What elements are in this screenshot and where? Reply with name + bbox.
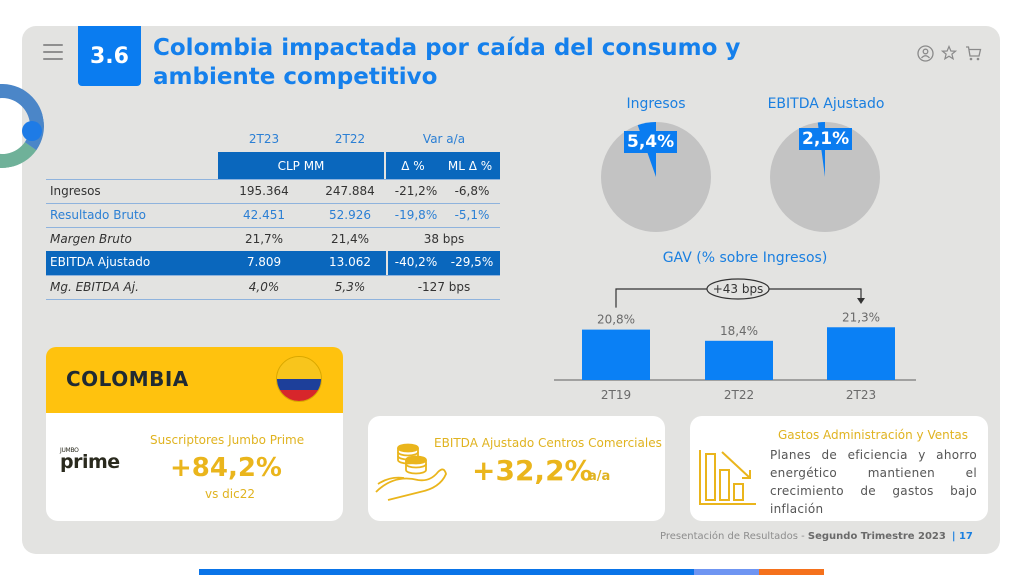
- financial-table: 2T23 2T22 Var a/a CLP MM Δ % ML Δ % Ingr…: [46, 130, 500, 300]
- section-number-badge: 3.6: [78, 26, 141, 86]
- colombia-flag-icon: [276, 356, 322, 402]
- cell-2t23: 7.809: [246, 255, 282, 269]
- title-line-2: ambiente competitivo: [153, 64, 438, 90]
- malls-ebitda-card: EBITDA Ajustado Centros Comerciales +32,…: [368, 416, 665, 521]
- prime-value: +84,2%: [170, 453, 282, 483]
- cell-2t23: 4,0%: [248, 280, 280, 294]
- x-tick-label: 2T23: [846, 388, 876, 402]
- col-header-2t22: 2T22: [334, 132, 366, 146]
- slide-footer: Presentación de Resultados - Segundo Tri…: [660, 531, 973, 542]
- top-icon-bar: [916, 44, 982, 62]
- table-row-highlighted: EBITDA Ajustado 7.809 13.062 -40,2% -29,…: [46, 251, 500, 275]
- col-header-ml-delta: ML Δ %: [440, 152, 500, 179]
- page-title: Colombia impactada por caída del consumo…: [153, 34, 853, 92]
- cell-ml-delta: -29,5%: [450, 255, 494, 269]
- colombia-header: COLOMBIA: [46, 347, 343, 413]
- decorative-dot: [22, 121, 42, 141]
- bar-2T19: [582, 329, 650, 380]
- cell-ml-delta: -6,8%: [454, 184, 490, 198]
- pie-label-ebitda: 2,1%: [799, 128, 853, 150]
- cell-delta: -40,2%: [394, 255, 438, 269]
- gav-card-description: Planes de eficiencia y ahorro energético…: [770, 448, 977, 516]
- cell-var: -127 bps: [417, 280, 471, 294]
- cell-2t23: 21,7%: [244, 232, 284, 246]
- gav-card: Gastos Administración y Ventas Planes de…: [690, 416, 988, 521]
- pie-label-ingresos: 5,4%: [624, 131, 678, 153]
- title-line-1: Colombia impactada por caída del consumo…: [153, 35, 741, 61]
- cell-2t23: 42.451: [243, 208, 285, 222]
- row-label: Mg. EBITDA Aj.: [50, 280, 139, 294]
- table-header-years: 2T23 2T22 Var a/a: [46, 130, 500, 152]
- gav-chart-title: GAV (% sobre Ingresos): [662, 250, 828, 266]
- gav-bar-chart: 20,8% 2T19 18,4% 2T22 21,3% 2T23 +43 bps: [554, 278, 916, 402]
- prime-sub: vs dic22: [205, 487, 255, 501]
- table-row: Margen Bruto 21,7% 21,4% 38 bps: [46, 227, 500, 251]
- table-row: Mg. EBITDA Aj. 4,0% 5,3% -127 bps: [46, 275, 500, 299]
- logo-small-text: JUMBO: [60, 447, 79, 454]
- col-header-clp: CLP MM: [218, 152, 384, 179]
- malls-suffix: a/a: [588, 469, 611, 484]
- cell-2t23: 195.364: [239, 184, 289, 198]
- gav-card-label: Gastos Administración y Ventas: [778, 428, 969, 442]
- cell-delta: -21,2%: [394, 184, 438, 198]
- coins-hand-icon: [375, 443, 447, 501]
- table-row: Resultado Bruto 42.451 52.926 -19,8% -5,…: [46, 203, 500, 227]
- col-header-delta: Δ %: [386, 152, 440, 179]
- malls-value: +32,2%: [472, 454, 593, 487]
- row-label: EBITDA Ajustado: [50, 255, 151, 269]
- bar-value-label: 21,3%: [842, 310, 880, 324]
- jumbo-prime-card: JUMBO prime Suscriptores Jumbo Prime +84…: [46, 413, 343, 521]
- cell-delta: -19,8%: [394, 208, 438, 222]
- footer-text: Presentación de Resultados -: [660, 531, 808, 542]
- page-number: | 17: [951, 531, 973, 542]
- bar-2T23: [827, 327, 895, 380]
- cell-2t22: 21,4%: [330, 232, 370, 246]
- bar-value-label: 18,4%: [720, 324, 758, 338]
- pie-title-ebitda: EBITDA Ajustado: [767, 96, 885, 112]
- cell-2t22: 5,3%: [334, 280, 366, 294]
- cell-2t22: 13.062: [329, 255, 371, 269]
- pie-title-ingresos: Ingresos: [626, 96, 686, 112]
- bar-value-label: 20,8%: [597, 313, 635, 327]
- progress-bar-segment-2: [694, 569, 759, 575]
- cell-var: 38 bps: [423, 232, 465, 246]
- cell-ml-delta: -5,1%: [454, 208, 490, 222]
- jumbo-prime-logo: JUMBO prime: [60, 447, 120, 473]
- x-tick-label: 2T19: [601, 388, 631, 402]
- prime-label: Suscriptores Jumbo Prime: [150, 433, 305, 447]
- progress-bar-segment-1: [199, 569, 694, 575]
- star-icon[interactable]: [940, 44, 958, 62]
- footer-bold: Segundo Trimestre 2023: [807, 531, 946, 542]
- row-label: Resultado Bruto: [50, 208, 147, 222]
- cell-2t22: 52.926: [329, 208, 371, 222]
- x-tick-label: 2T22: [724, 388, 754, 402]
- bar-2T22: [705, 340, 773, 380]
- cart-icon[interactable]: [964, 44, 982, 62]
- table-header-units: CLP MM Δ % ML Δ %: [46, 152, 500, 179]
- table-row: Ingresos 195.364 247.884 -21,2% -6,8%: [46, 179, 500, 203]
- row-label: Ingresos: [50, 184, 101, 198]
- annotation-arrow: [857, 298, 865, 304]
- progress-bar-segment-3: [759, 569, 824, 575]
- row-label: Margen Bruto: [50, 232, 132, 246]
- menu-icon[interactable]: [43, 44, 63, 60]
- table-bottom-border: [46, 299, 500, 300]
- column-separator: [386, 251, 388, 275]
- col-header-var: Var a/a: [422, 132, 466, 146]
- col-header-2t23: 2T23: [248, 132, 280, 146]
- user-icon[interactable]: [916, 44, 934, 62]
- declining-bars-icon: [699, 450, 756, 505]
- malls-label: EBITDA Ajustado Centros Comerciales: [434, 436, 662, 450]
- cell-2t22: 247.884: [325, 184, 375, 198]
- country-name: COLOMBIA: [66, 367, 189, 391]
- annotation-label: +43 bps: [713, 282, 764, 296]
- logo-big-text: prime: [60, 451, 120, 473]
- annotation-oval: [706, 278, 770, 300]
